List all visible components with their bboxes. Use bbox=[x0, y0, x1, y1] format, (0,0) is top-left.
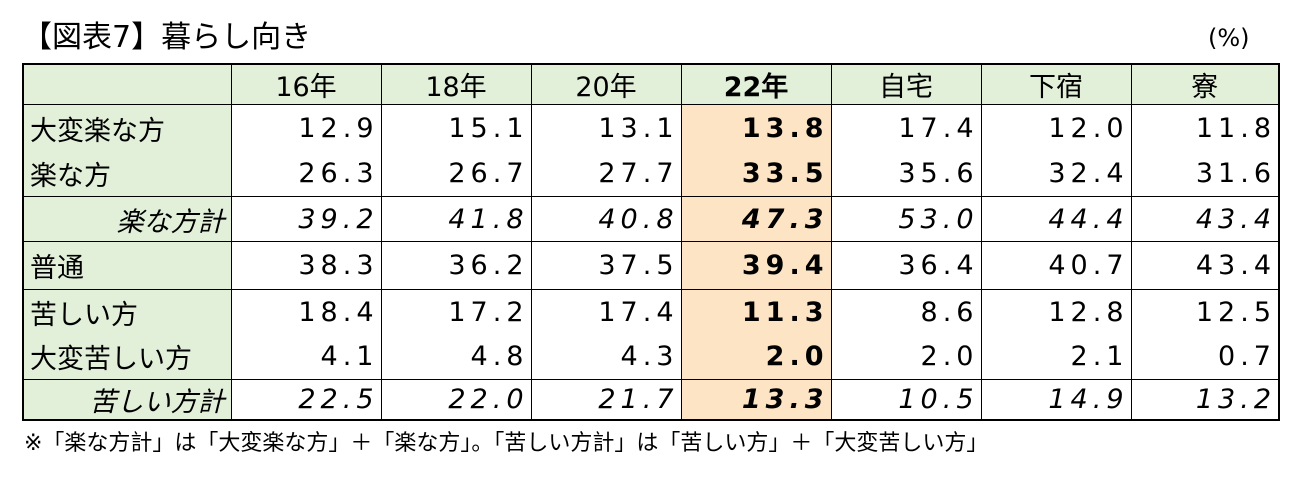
column-header: 22年 bbox=[680, 64, 831, 105]
cell: 2.1 bbox=[980, 334, 1131, 380]
cell: 15.1 bbox=[380, 104, 531, 152]
column-header: 18年 bbox=[380, 64, 531, 105]
column-header: 寮 bbox=[1130, 64, 1279, 105]
cell: 44.4 bbox=[980, 196, 1131, 242]
cell: 11.3 bbox=[680, 289, 831, 335]
cell: 32.4 bbox=[980, 151, 1131, 197]
cell: 17.4 bbox=[830, 104, 981, 152]
column-header: 自宅 bbox=[830, 64, 981, 105]
cell: 18.4 bbox=[230, 289, 381, 335]
table-row: 楽な方 26.3 26.7 27.7 33.5 35.6 32.4 31.6 bbox=[22, 151, 1279, 197]
cell: 26.7 bbox=[380, 151, 531, 197]
cell: 2.0 bbox=[680, 334, 831, 380]
cell: 22.5 bbox=[230, 379, 381, 420]
cell: 39.4 bbox=[680, 241, 831, 290]
cell: 12.0 bbox=[980, 104, 1131, 152]
cell: 43.4 bbox=[1130, 241, 1279, 290]
footnote: ※「楽な方計」は「大変楽な方」＋「楽な方」。「苦しい方計」は「苦しい方」＋「大変… bbox=[24, 431, 989, 456]
cell: 43.4 bbox=[1130, 196, 1279, 242]
cell: 22.0 bbox=[380, 379, 531, 420]
cell: 40.7 bbox=[980, 241, 1131, 290]
row-label: 苦しい方 bbox=[22, 289, 231, 335]
cell: 13.3 bbox=[680, 379, 831, 420]
row-label: 大変苦しい方 bbox=[22, 334, 231, 380]
cell: 4.3 bbox=[530, 334, 681, 380]
corner-cell bbox=[22, 64, 231, 105]
row-label: 楽な方計 bbox=[22, 196, 231, 242]
cell: 35.6 bbox=[830, 151, 981, 197]
column-header: 16年 bbox=[230, 64, 381, 105]
cell: 13.8 bbox=[680, 104, 831, 152]
cell: 0.7 bbox=[1130, 334, 1279, 380]
cell: 8.6 bbox=[830, 289, 981, 335]
cell: 38.3 bbox=[230, 241, 381, 290]
cell: 13.2 bbox=[1130, 379, 1279, 420]
cell: 4.8 bbox=[380, 334, 531, 380]
row-label: 大変楽な方 bbox=[22, 104, 231, 152]
cell: 2.0 bbox=[830, 334, 981, 380]
column-header: 下宿 bbox=[980, 64, 1131, 105]
table-row: 大変苦しい方 4.1 4.8 4.3 2.0 2.0 2.1 0.7 bbox=[22, 334, 1279, 380]
cell: 39.2 bbox=[230, 196, 381, 242]
table: 16年 18年 20年 22年 自宅 下宿寮大変楽な方 12.9 15.1 13.1 13.8 17… bbox=[22, 63, 1280, 421]
cell: 36.2 bbox=[380, 241, 531, 290]
cell: 41.8 bbox=[380, 196, 531, 242]
header-row: 16年 18年 20年 22年 自宅 下宿寮 bbox=[22, 64, 1279, 105]
cell: 40.8 bbox=[530, 196, 681, 242]
cell: 33.5 bbox=[680, 151, 831, 197]
cell: 14.9 bbox=[980, 379, 1131, 420]
cell: 17.4 bbox=[530, 289, 681, 335]
cell: 13.1 bbox=[530, 104, 681, 152]
cell: 10.5 bbox=[830, 379, 981, 420]
cell: 26.3 bbox=[230, 151, 381, 197]
table-row: 大変楽な方 12.9 15.1 13.1 13.8 17.4 12.0 11.8 bbox=[22, 104, 1279, 152]
cell: 31.6 bbox=[1130, 151, 1279, 197]
unit: (%) bbox=[1208, 24, 1250, 52]
table-row: 苦しい方計 22.5 22.0 21.7 13.3 10.5 14.9 13.2 bbox=[22, 379, 1279, 420]
title: 【図表7】暮らし向き bbox=[22, 20, 312, 55]
cell: 47.3 bbox=[680, 196, 831, 242]
cell: 53.0 bbox=[830, 196, 981, 242]
cell: 37.5 bbox=[530, 241, 681, 290]
table-row: 楽な方計 39.2 41.8 40.8 47.3 53.0 44.4 43.4 bbox=[22, 196, 1279, 242]
cell: 4.1 bbox=[230, 334, 381, 380]
cell: 12.9 bbox=[230, 104, 381, 152]
row-label: 苦しい方計 bbox=[22, 379, 231, 420]
cell: 36.4 bbox=[830, 241, 981, 290]
table-row: 普通 38.3 36.2 37.5 39.4 36.4 40.7 43.4 bbox=[22, 241, 1279, 290]
row-label: 楽な方 bbox=[22, 151, 231, 197]
cell: 12.8 bbox=[980, 289, 1131, 335]
cell: 12.5 bbox=[1130, 289, 1279, 335]
cell: 21.7 bbox=[530, 379, 681, 420]
cell: 27.7 bbox=[530, 151, 681, 197]
row-label: 普通 bbox=[22, 241, 231, 290]
cell: 11.8 bbox=[1130, 104, 1279, 152]
cell: 17.2 bbox=[380, 289, 531, 335]
table-row: 苦しい方 18.4 17.2 17.4 11.3 8.6 12.8 12.5 bbox=[22, 289, 1279, 335]
column-header: 20年 bbox=[530, 64, 681, 105]
